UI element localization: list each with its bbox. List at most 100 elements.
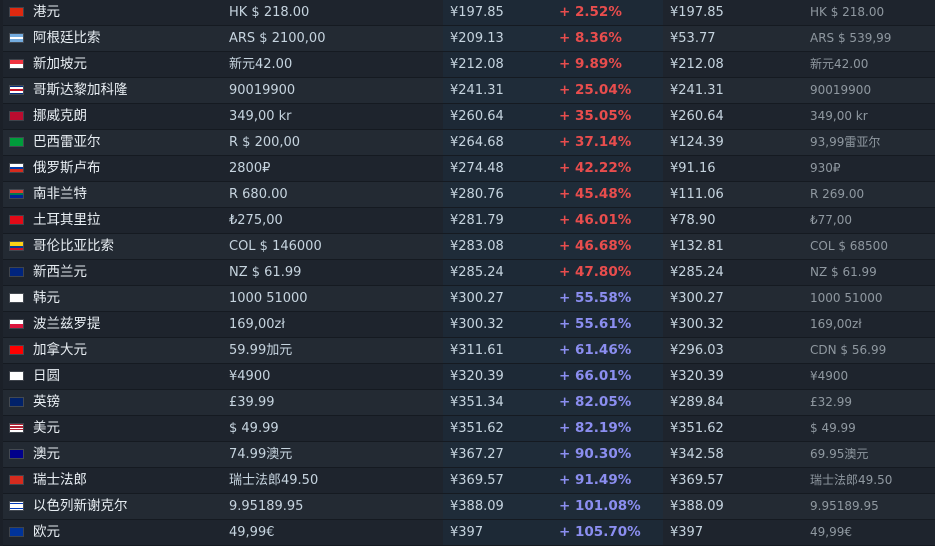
adjusted-local-price: 49,99€ bbox=[810, 520, 935, 545]
converted-price: ¥351.34 bbox=[450, 390, 550, 415]
flag-icon bbox=[9, 234, 25, 259]
adjusted-converted-price: ¥285.24 bbox=[670, 260, 790, 285]
currency-name: 以色列新谢克尔 bbox=[33, 494, 223, 519]
flag-icon bbox=[9, 104, 25, 129]
local-price: COL $ 146000 bbox=[229, 234, 439, 259]
currency-name: 巴西雷亚尔 bbox=[33, 130, 223, 155]
flag-icon bbox=[9, 338, 25, 363]
converted-price: ¥209.13 bbox=[450, 26, 550, 51]
table-row: 英镑 £39.99 ¥351.34 + 82.05% ¥289.84 £32.9… bbox=[3, 390, 935, 416]
local-price: 169,00zł bbox=[229, 312, 439, 337]
price-difference-percent: + 8.36% bbox=[559, 26, 659, 51]
currency-name: 瑞士法郎 bbox=[33, 468, 223, 493]
adjusted-local-price: CDN $ 56.99 bbox=[810, 338, 935, 363]
price-difference-percent: + 91.49% bbox=[559, 468, 659, 493]
price-difference-percent: + 35.05% bbox=[559, 104, 659, 129]
converted-price: ¥241.31 bbox=[450, 78, 550, 103]
adjusted-local-price: NZ $ 61.99 bbox=[810, 260, 935, 285]
adjusted-local-price: 新元42.00 bbox=[810, 52, 935, 77]
adjusted-converted-price: ¥342.58 bbox=[670, 442, 790, 467]
flag-icon bbox=[9, 364, 25, 389]
converted-price: ¥285.24 bbox=[450, 260, 550, 285]
local-price: ARS $ 2100,00 bbox=[229, 26, 439, 51]
price-difference-percent: + 61.46% bbox=[559, 338, 659, 363]
table-row: 挪威克朗 349,00 kr ¥260.64 + 35.05% ¥260.64 … bbox=[3, 104, 935, 130]
price-difference-percent: + 101.08% bbox=[559, 494, 659, 519]
currency-name: 加拿大元 bbox=[33, 338, 223, 363]
table-row: 以色列新谢克尔 9.95189.95 ¥388.09 + 101.08% ¥38… bbox=[3, 494, 935, 520]
flag-icon bbox=[9, 182, 25, 207]
adjusted-converted-price: ¥53.77 bbox=[670, 26, 790, 51]
adjusted-converted-price: ¥260.64 bbox=[670, 104, 790, 129]
flag-icon bbox=[9, 52, 25, 77]
currency-name: 美元 bbox=[33, 416, 223, 441]
flag-icon bbox=[9, 156, 25, 181]
adjusted-local-price: 69.95澳元 bbox=[810, 442, 935, 467]
adjusted-converted-price: ¥351.62 bbox=[670, 416, 790, 441]
converted-price: ¥274.48 bbox=[450, 156, 550, 181]
currency-name: 欧元 bbox=[33, 520, 223, 545]
adjusted-local-price: 1000 51000 bbox=[810, 286, 935, 311]
currency-name: 英镑 bbox=[33, 390, 223, 415]
adjusted-converted-price: ¥300.27 bbox=[670, 286, 790, 311]
currency-name: 阿根廷比索 bbox=[33, 26, 223, 51]
local-price: HK $ 218.00 bbox=[229, 0, 439, 25]
adjusted-local-price: 瑞士法郎49.50 bbox=[810, 468, 935, 493]
flag-icon bbox=[9, 130, 25, 155]
local-price: 9.95189.95 bbox=[229, 494, 439, 519]
converted-price: ¥300.32 bbox=[450, 312, 550, 337]
table-row: 波兰兹罗提 169,00zł ¥300.32 + 55.61% ¥300.32 … bbox=[3, 312, 935, 338]
currency-name: 港元 bbox=[33, 0, 223, 25]
converted-price: ¥197.85 bbox=[450, 0, 550, 25]
adjusted-converted-price: ¥91.16 bbox=[670, 156, 790, 181]
local-price: 瑞士法郎49.50 bbox=[229, 468, 439, 493]
table-row: 港元 HK $ 218.00 ¥197.85 + 2.52% ¥197.85 H… bbox=[3, 0, 935, 26]
flag-icon bbox=[9, 260, 25, 285]
price-difference-percent: + 2.52% bbox=[559, 0, 659, 25]
adjusted-local-price: ¥4900 bbox=[810, 364, 935, 389]
adjusted-converted-price: ¥289.84 bbox=[670, 390, 790, 415]
price-comparison-table: 港元 HK $ 218.00 ¥197.85 + 2.52% ¥197.85 H… bbox=[3, 0, 935, 546]
local-price: 90019900 bbox=[229, 78, 439, 103]
local-price: 349,00 kr bbox=[229, 104, 439, 129]
converted-price: ¥369.57 bbox=[450, 468, 550, 493]
converted-price: ¥264.68 bbox=[450, 130, 550, 155]
adjusted-local-price: $ 49.99 bbox=[810, 416, 935, 441]
adjusted-local-price: ₺77,00 bbox=[810, 208, 935, 233]
price-difference-percent: + 55.58% bbox=[559, 286, 659, 311]
converted-price: ¥281.79 bbox=[450, 208, 550, 233]
local-price: 2800₽ bbox=[229, 156, 439, 181]
adjusted-converted-price: ¥124.39 bbox=[670, 130, 790, 155]
adjusted-local-price: 93,99雷亚尔 bbox=[810, 130, 935, 155]
local-price: 1000 51000 bbox=[229, 286, 439, 311]
converted-price: ¥212.08 bbox=[450, 52, 550, 77]
local-price: 49,99€ bbox=[229, 520, 439, 545]
adjusted-local-price: 169,00zł bbox=[810, 312, 935, 337]
table-row: 俄罗斯卢布 2800₽ ¥274.48 + 42.22% ¥91.16 930₽ bbox=[3, 156, 935, 182]
flag-icon bbox=[9, 26, 25, 51]
adjusted-converted-price: ¥388.09 bbox=[670, 494, 790, 519]
local-price: ¥4900 bbox=[229, 364, 439, 389]
table-row: 哥伦比亚比索 COL $ 146000 ¥283.08 + 46.68% ¥13… bbox=[3, 234, 935, 260]
local-price: ₺275,00 bbox=[229, 208, 439, 233]
flag-icon bbox=[9, 442, 25, 467]
converted-price: ¥260.64 bbox=[450, 104, 550, 129]
currency-name: 挪威克朗 bbox=[33, 104, 223, 129]
flag-icon bbox=[9, 468, 25, 493]
price-difference-percent: + 55.61% bbox=[559, 312, 659, 337]
price-difference-percent: + 82.05% bbox=[559, 390, 659, 415]
adjusted-converted-price: ¥241.31 bbox=[670, 78, 790, 103]
adjusted-local-price: 90019900 bbox=[810, 78, 935, 103]
currency-name: 新西兰元 bbox=[33, 260, 223, 285]
converted-price: ¥351.62 bbox=[450, 416, 550, 441]
local-price: 74.99澳元 bbox=[229, 442, 439, 467]
flag-icon bbox=[9, 0, 25, 25]
currency-name: 澳元 bbox=[33, 442, 223, 467]
price-difference-percent: + 82.19% bbox=[559, 416, 659, 441]
local-price: R 680.00 bbox=[229, 182, 439, 207]
local-price: £39.99 bbox=[229, 390, 439, 415]
flag-icon bbox=[9, 286, 25, 311]
adjusted-converted-price: ¥212.08 bbox=[670, 52, 790, 77]
currency-name: 哥伦比亚比索 bbox=[33, 234, 223, 259]
adjusted-local-price: 930₽ bbox=[810, 156, 935, 181]
